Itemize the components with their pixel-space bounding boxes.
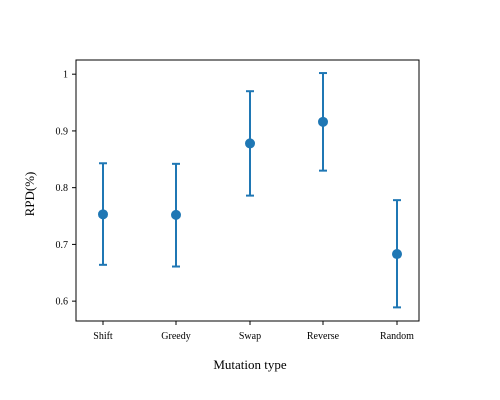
- y-tick-label: 0.7: [56, 240, 69, 251]
- x-tick-label: Swap: [239, 331, 261, 342]
- x-tick-label: Random: [380, 331, 414, 342]
- data-point: [171, 209, 181, 220]
- y-tick-label: 0.6: [56, 297, 69, 308]
- y-tick-label: 0.9: [56, 126, 69, 137]
- y-axis-title: RPD(%): [22, 172, 37, 217]
- x-tick-label: Reverse: [307, 331, 340, 342]
- y-axis: 0.6 0.7 0.8 0.9 1: [56, 70, 76, 308]
- plot-frame: [75, 59, 420, 322]
- data-point: [392, 249, 402, 260]
- data-point: [318, 116, 328, 127]
- x-axis: Shift Greedy Swap Reverse Random: [93, 321, 414, 342]
- data-points: [98, 116, 402, 260]
- y-tick-label: 0.8: [56, 183, 69, 194]
- x-tick-label: Shift: [93, 331, 113, 342]
- data-point: [98, 209, 108, 220]
- error-bars: [99, 72, 401, 309]
- data-point: [245, 138, 255, 149]
- x-tick-label: Greedy: [161, 331, 190, 342]
- x-axis-title: Mutation type: [213, 357, 287, 372]
- y-tick-label: 1: [63, 70, 68, 81]
